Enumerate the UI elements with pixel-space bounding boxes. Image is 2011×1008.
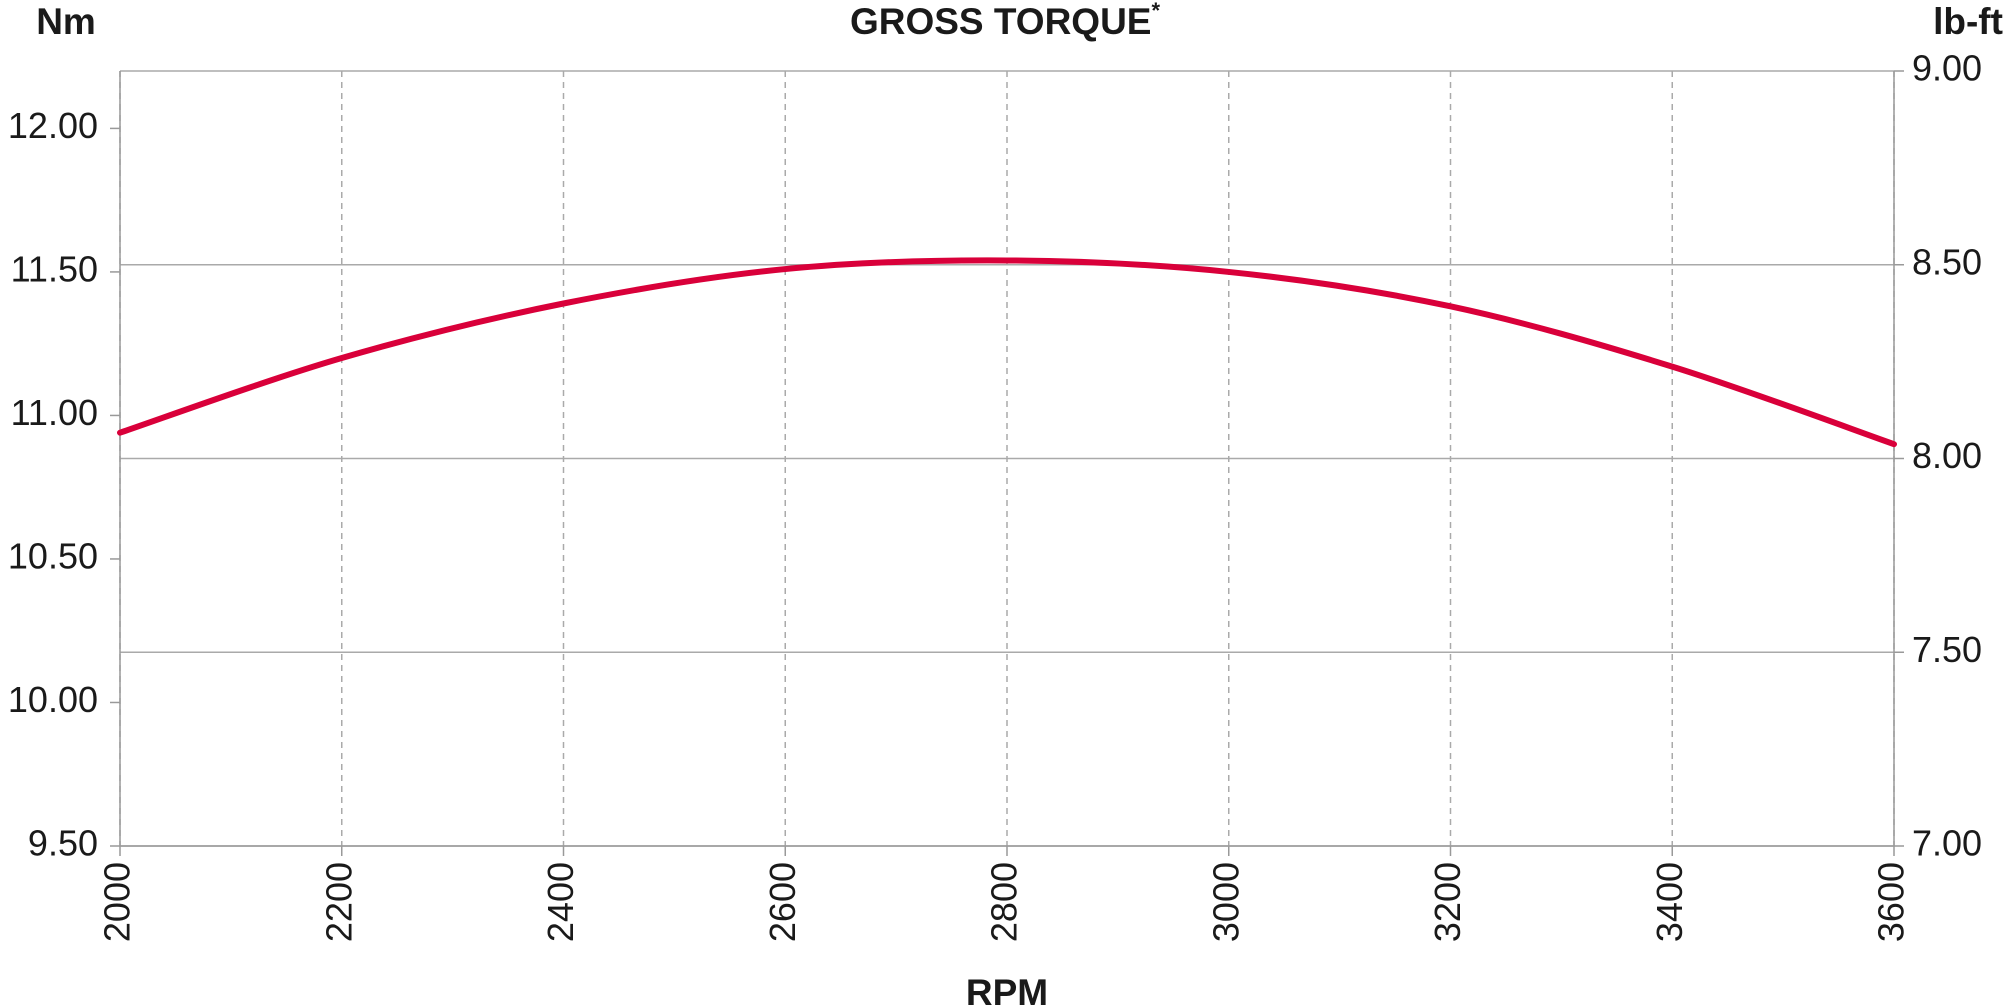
y2-tick-label: 7.00 bbox=[1912, 823, 1982, 864]
x-tick-label: 3000 bbox=[1205, 862, 1246, 942]
y2-tick-label: 8.50 bbox=[1912, 241, 1982, 282]
x-tick-label: 2600 bbox=[762, 862, 803, 942]
title-text: GROSS TORQUE bbox=[850, 1, 1152, 42]
chart-title: GROSS TORQUE* bbox=[850, 0, 1161, 42]
x-tick-label: 2400 bbox=[540, 862, 581, 942]
x-tick-label: 3200 bbox=[1427, 862, 1468, 942]
x-tick-label: 3400 bbox=[1649, 862, 1690, 942]
y2-tick-label: 7.50 bbox=[1912, 629, 1982, 670]
y-axis-label: Nm bbox=[36, 1, 96, 42]
title-superscript: * bbox=[1151, 0, 1160, 23]
data-line bbox=[117, 257, 1897, 448]
y2-tick-label: 9.00 bbox=[1912, 48, 1982, 89]
x-axis-label: RPM bbox=[966, 972, 1048, 1008]
x-tick-label: 3600 bbox=[1871, 862, 1912, 942]
y-tick-label: 11.50 bbox=[11, 248, 98, 289]
y-tick-label: 9.50 bbox=[28, 823, 98, 864]
y-tick-label: 11.00 bbox=[11, 392, 98, 433]
x-tick-label: 2800 bbox=[984, 862, 1025, 942]
y2-axis-label: lb-ft bbox=[1933, 1, 2003, 42]
x-tick-label: 2200 bbox=[318, 862, 359, 942]
y-tick-label: 12.00 bbox=[8, 105, 98, 146]
x-tick-label: 2000 bbox=[97, 862, 138, 942]
y2-tick-label: 8.00 bbox=[1912, 435, 1982, 476]
y-tick-label: 10.00 bbox=[8, 679, 98, 720]
y-tick-label: 10.50 bbox=[8, 535, 98, 576]
